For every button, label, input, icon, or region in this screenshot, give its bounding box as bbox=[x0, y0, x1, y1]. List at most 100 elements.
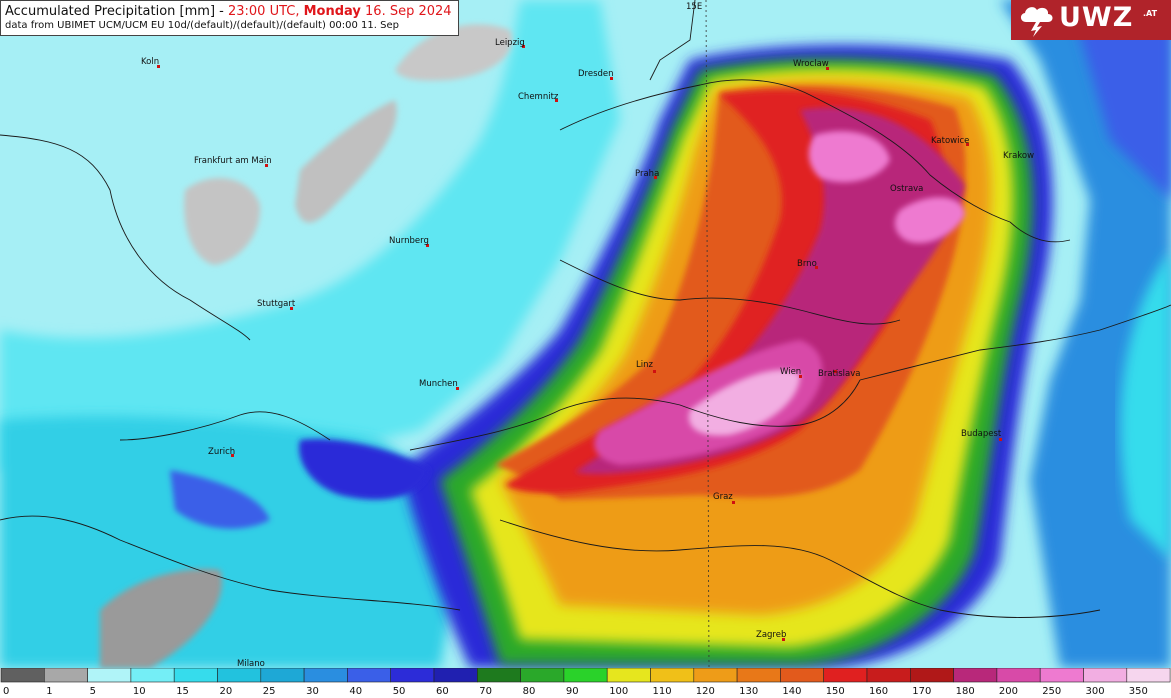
svg-text:Linz: Linz bbox=[636, 360, 653, 370]
legend-swatch bbox=[520, 668, 565, 683]
legend-tick-label: 160 bbox=[869, 686, 888, 697]
legend-swatch bbox=[780, 668, 825, 683]
svg-text:Leipzig: Leipzig bbox=[495, 38, 525, 48]
legend-tick-label: 25 bbox=[263, 686, 276, 697]
legend-swatch bbox=[650, 668, 695, 683]
title-time: 23:00 UTC, bbox=[227, 4, 304, 19]
legend-tick-label: 90 bbox=[566, 686, 579, 697]
legend-tick-label: 100 bbox=[609, 686, 628, 697]
map-subtitle: data from UBIMET UCM/UCM EU 10d/(default… bbox=[5, 20, 399, 31]
legend-tick-label: 15 bbox=[176, 686, 189, 697]
city-katowice: Katowice bbox=[931, 136, 969, 146]
legend-swatch bbox=[736, 668, 781, 683]
city-budapest: Budapest bbox=[961, 429, 1002, 441]
svg-text:Wien: Wien bbox=[780, 367, 801, 377]
legend-tick-label: 110 bbox=[653, 686, 672, 697]
legend-tick-label: 300 bbox=[1086, 686, 1105, 697]
legend-tick-label: 150 bbox=[826, 686, 845, 697]
legend-tick-label: 20 bbox=[220, 686, 233, 697]
city-nurnberg: Nurnberg bbox=[389, 236, 429, 247]
legend-tick-label: 1 bbox=[46, 686, 52, 697]
city-stuttgart: Stuttgart bbox=[257, 299, 296, 310]
svg-text:Chemnitz: Chemnitz bbox=[518, 92, 559, 102]
legend-swatch bbox=[217, 668, 262, 683]
legend-swatch bbox=[390, 668, 435, 683]
legend-tick-labels: 0 1 5 10 15 20 25 30 40 50 60 70 80 90 100 110 120 130 140… bbox=[3, 686, 1148, 697]
legend-swatch bbox=[953, 668, 998, 683]
storm-cloud-icon bbox=[1020, 7, 1053, 37]
color-scale-legend: 0 1 5 10 15 20 25 30 40 50 60 70 80 90 100 110 120 130 140… bbox=[0, 668, 1171, 698]
legend-tick-label: 140 bbox=[782, 686, 801, 697]
legend-swatch bbox=[1126, 668, 1171, 683]
city-koln: Koln bbox=[141, 57, 160, 68]
city-munchen: Munchen bbox=[419, 379, 459, 390]
legend-tick-label: 130 bbox=[739, 686, 758, 697]
city-zagreb: Zagreb bbox=[756, 630, 786, 641]
title-day: Monday bbox=[303, 4, 361, 19]
svg-text:Milano: Milano bbox=[237, 659, 265, 668]
legend-swatch bbox=[260, 668, 305, 683]
legend-swatches bbox=[0, 668, 1171, 683]
legend-swatch bbox=[606, 668, 651, 683]
legend-tick-label: 50 bbox=[393, 686, 406, 697]
border-lines bbox=[0, 0, 1171, 618]
legend-tick-label: 40 bbox=[349, 686, 362, 697]
title-date: 16. Sep 2024 bbox=[360, 4, 452, 19]
legend-tick-label: 60 bbox=[436, 686, 449, 697]
city-ostrava: Ostrava bbox=[890, 184, 923, 194]
legend-swatch bbox=[130, 668, 175, 683]
title-prefix: Accumulated Precipitation [mm] - bbox=[5, 4, 228, 19]
city-leipzig: Leipzig bbox=[495, 38, 525, 48]
precipitation-field bbox=[0, 0, 1171, 668]
legend-swatch bbox=[909, 668, 954, 683]
legend-swatch bbox=[1083, 668, 1128, 683]
legend-swatch bbox=[347, 668, 391, 683]
legend-tick-label: 10 bbox=[133, 686, 146, 697]
legend-tick-label: 30 bbox=[306, 686, 319, 697]
svg-text:Dresden: Dresden bbox=[578, 69, 614, 79]
svg-text:Wroclaw: Wroclaw bbox=[793, 59, 829, 69]
city-milano: Milano bbox=[237, 659, 265, 668]
svg-text:Brno: Brno bbox=[797, 259, 817, 269]
legend-swatch bbox=[823, 668, 868, 683]
legend-tick-label: 170 bbox=[912, 686, 931, 697]
legend-tick-label: 5 bbox=[90, 686, 96, 697]
legend-swatch bbox=[866, 668, 911, 683]
city-markers: Leipzig Dresden Chemnitz Koln Frankfurt … bbox=[141, 38, 1034, 668]
legend-swatch bbox=[433, 668, 478, 683]
city-wroclaw: Wroclaw bbox=[793, 59, 829, 70]
logo-suffix: .AT bbox=[1143, 9, 1158, 18]
svg-text:Zurich: Zurich bbox=[208, 447, 235, 457]
svg-text:Graz: Graz bbox=[713, 492, 733, 502]
map-title: Accumulated Precipitation [mm] - 23:00 U… bbox=[5, 4, 454, 20]
legend-swatch bbox=[0, 668, 45, 683]
legend-swatch bbox=[303, 668, 348, 683]
svg-text:Budapest: Budapest bbox=[961, 429, 1002, 439]
city-zurich: Zurich bbox=[208, 447, 235, 457]
uwz-logo[interactable]: UWZ .AT bbox=[1011, 0, 1171, 40]
svg-text:Bratislava: Bratislava bbox=[818, 369, 860, 379]
svg-text:Nurnberg: Nurnberg bbox=[389, 236, 429, 246]
svg-text:Stuttgart: Stuttgart bbox=[257, 299, 296, 309]
legend-swatch bbox=[1039, 668, 1084, 683]
city-praha: Praha bbox=[635, 169, 659, 179]
legend-tick-label: 350 bbox=[1129, 686, 1148, 697]
precipitation-map: 15E Leipzig Dresden Chemnitz Koln Frankf… bbox=[0, 0, 1171, 668]
svg-text:Krakow: Krakow bbox=[1003, 151, 1034, 161]
legend-swatch bbox=[693, 668, 738, 683]
legend-swatch bbox=[996, 668, 1041, 683]
map-title-box: Accumulated Precipitation [mm] - 23:00 U… bbox=[0, 0, 459, 36]
meridian-15e-line bbox=[705, 0, 710, 668]
legend-tick-label: 120 bbox=[696, 686, 715, 697]
meridian-label: 15E bbox=[686, 2, 702, 12]
svg-text:Frankfurt am Main: Frankfurt am Main bbox=[194, 156, 272, 166]
legend-swatch bbox=[43, 668, 88, 683]
legend-swatch bbox=[563, 668, 608, 683]
city-wien: Wien bbox=[780, 367, 802, 378]
city-brno: Brno bbox=[797, 259, 818, 269]
logo-text: UWZ bbox=[1059, 2, 1134, 33]
city-bratislava: Bratislava bbox=[818, 369, 860, 379]
svg-text:Katowice: Katowice bbox=[931, 136, 969, 146]
city-frankfurt: Frankfurt am Main bbox=[194, 156, 272, 167]
